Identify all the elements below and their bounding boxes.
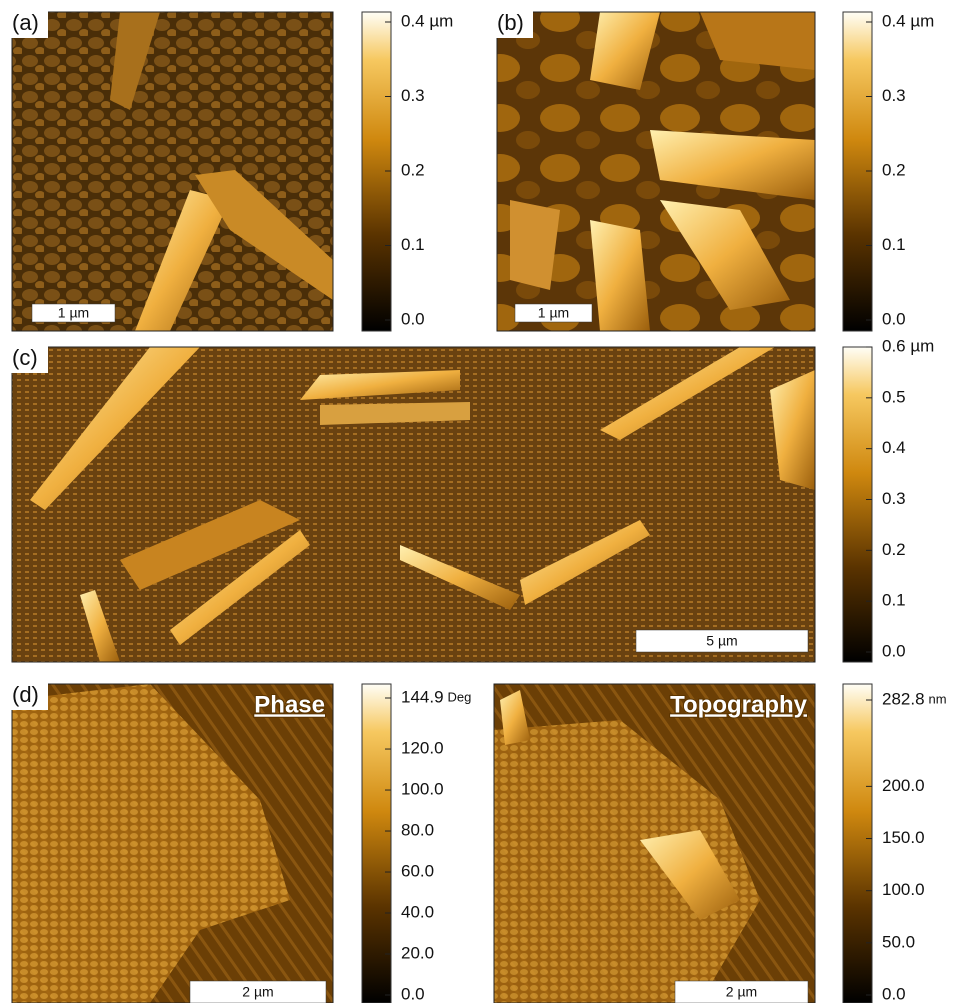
- colorbar-tick-label: 0.3: [882, 86, 906, 105]
- panel-label: (b): [497, 10, 524, 35]
- figure: (a) 1 µm 0.0 0.1 0.2 0.3 0.4 µm (b) 1 µm 0.0 0.1 0.…: [0, 0, 968, 1003]
- colorbar-tick-label: 0.1: [401, 235, 425, 254]
- scale-bar-label: 1 µm: [58, 305, 89, 321]
- panel-title: Phase: [254, 691, 325, 718]
- scale-bar-label: 2 µm: [726, 984, 757, 1000]
- colorbar-tick-label: 100.0: [882, 880, 925, 899]
- colorbar-tick-label: 0.4: [882, 438, 906, 457]
- scale-bar-label: 5 µm: [706, 633, 737, 649]
- panel-label: (c): [12, 345, 38, 370]
- afm-image-a: [12, 12, 333, 331]
- afm-image-d-phase: [12, 684, 333, 1003]
- colorbar-tick-label: 40.0: [401, 902, 434, 921]
- colorbar: [362, 684, 391, 1003]
- afm-image-d-topography: [494, 684, 815, 1003]
- panel-title: Topography: [670, 691, 808, 718]
- colorbar-tick-label: 0.0: [882, 641, 906, 660]
- colorbar-tick-label: 0.2: [882, 540, 906, 559]
- colorbar-tick-label: 0.6 µm: [882, 336, 934, 355]
- colorbar-tick-label: 200.0: [882, 776, 925, 795]
- colorbar: [843, 347, 872, 662]
- colorbar-tick-label: 0.0: [401, 984, 425, 1003]
- colorbar-tick-label: 150.0: [882, 828, 925, 847]
- colorbar-unit: nm: [929, 691, 947, 706]
- panel-label: (d): [12, 682, 39, 707]
- afm-image-c: [12, 347, 815, 662]
- colorbar-tick-label: 282.8: [882, 689, 925, 708]
- panel-label: (a): [12, 10, 39, 35]
- colorbar-tick-label: 0.0: [882, 984, 906, 1003]
- colorbar-tick-label: 144.9: [401, 687, 444, 706]
- colorbar-tick-label: 60.0: [401, 862, 434, 881]
- colorbar-unit: Deg: [448, 689, 472, 704]
- colorbar-tick-label: 0.0: [882, 309, 906, 328]
- scale-bar-label: 2 µm: [242, 984, 273, 1000]
- colorbar-tick-label: 0.4 µm: [882, 11, 934, 30]
- colorbar-tick-label: 120.0: [401, 739, 444, 758]
- colorbar-tick-label: 80.0: [401, 821, 434, 840]
- colorbar-tick-label: 100.0: [401, 780, 444, 799]
- colorbar-tick-label: 0.1: [882, 591, 906, 610]
- colorbar-tick-label: 0.1: [882, 235, 906, 254]
- colorbar: [843, 684, 872, 1003]
- colorbar-tick-label: 0.2: [882, 160, 906, 179]
- colorbar-tick-label: 50.0: [882, 932, 915, 951]
- afm-image-b: [497, 12, 815, 331]
- colorbar-tick-label: 0.3: [401, 86, 425, 105]
- colorbar-tick-label: 20.0: [401, 943, 434, 962]
- scale-bar-label: 1 µm: [538, 305, 569, 321]
- colorbar-tick-label: 0.2: [401, 160, 425, 179]
- colorbar-tick-label: 0.0: [401, 309, 425, 328]
- colorbar-tick-label: 0.5: [882, 387, 906, 406]
- colorbar-tick-label: 0.3: [882, 489, 906, 508]
- colorbar-tick-label: 0.4 µm: [401, 11, 453, 30]
